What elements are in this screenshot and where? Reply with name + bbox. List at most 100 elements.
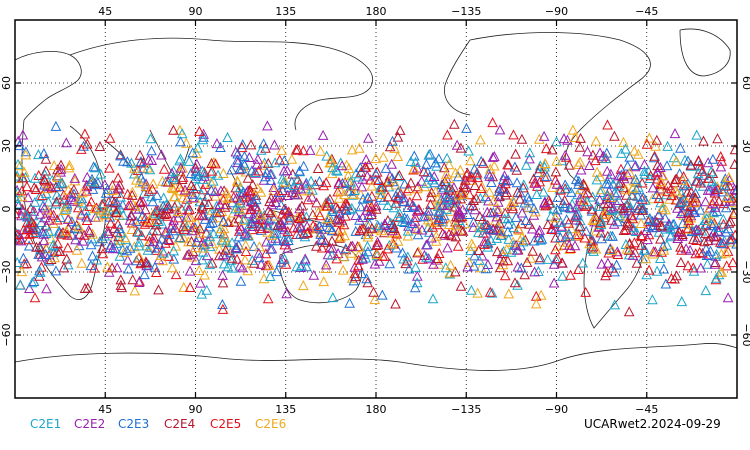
occultation-triangle [387, 135, 398, 146]
occultation-triangle [651, 265, 663, 276]
occultation-triangle [675, 256, 687, 267]
occultation-triangle [517, 236, 529, 247]
occultation-triangle [456, 186, 467, 197]
occultation-triangle [89, 203, 101, 214]
occultation-triangle [320, 262, 332, 273]
occultation-triangle [71, 244, 83, 255]
occultation-triangle [290, 144, 302, 155]
occultation-triangle [701, 213, 713, 224]
occultation-triangle [661, 160, 673, 171]
occultation-triangle [452, 189, 464, 200]
occultation-triangle [692, 168, 704, 179]
occultation-triangle [126, 189, 138, 200]
occultation-triangle [370, 200, 382, 211]
occultation-triangle [261, 166, 273, 177]
occultation-triangle [685, 159, 697, 170]
occultation-triangle [453, 211, 465, 222]
occultation-triangle [534, 163, 546, 174]
occultation-triangle [266, 229, 278, 240]
occultation-triangle [620, 143, 631, 154]
occultation-triangle [655, 176, 667, 187]
occultation-triangle [621, 243, 633, 254]
occultation-triangle [170, 269, 182, 280]
occultation-triangle [176, 173, 188, 184]
occultation-triangle [112, 182, 124, 193]
occultation-triangle [187, 147, 199, 158]
occultation-triangle [481, 206, 493, 217]
occultation-triangle [655, 161, 666, 172]
occultation-triangle [205, 184, 217, 195]
occultation-triangle [550, 244, 561, 255]
occultation-triangle [502, 226, 514, 237]
occultation-triangle [24, 282, 35, 293]
occultation-triangle [551, 178, 563, 189]
occultation-triangle [192, 170, 204, 181]
occultation-triangle [146, 145, 157, 156]
occultation-triangle [68, 188, 80, 199]
occultation-triangle [565, 223, 577, 234]
occultation-triangle [417, 253, 428, 264]
occultation-triangle [677, 174, 689, 185]
occultation-triangle [604, 243, 616, 254]
occultation-triangle [378, 227, 390, 238]
occultation-triangle [114, 223, 126, 234]
occultation-triangle [380, 162, 392, 173]
occultation-triangle [34, 208, 46, 219]
occultation-triangle [321, 150, 333, 161]
occultation-triangle [520, 159, 532, 170]
occultation-triangle [539, 196, 550, 207]
occultation-triangle [729, 229, 737, 240]
occultation-triangle [296, 200, 308, 211]
occultation-triangle [538, 186, 549, 197]
occultation-triangle [168, 214, 179, 225]
occultation-triangle [22, 192, 34, 203]
occultation-triangle [574, 141, 586, 152]
occultation-triangle [79, 128, 91, 139]
occultation-triangle [524, 147, 536, 158]
occultation-triangle [466, 238, 478, 249]
occultation-triangle [158, 163, 170, 174]
occultation-triangle [592, 200, 604, 211]
occultation-triangle [283, 214, 295, 225]
occultation-triangle [167, 225, 179, 236]
occultation-triangle [691, 129, 703, 140]
occultation-triangle [657, 202, 668, 213]
occultation-triangle [606, 262, 618, 273]
occultation-triangle [239, 150, 250, 161]
occultation-triangle [265, 207, 276, 218]
occultation-triangle [150, 219, 162, 230]
occultation-triangle [411, 190, 423, 201]
occultation-triangle [42, 180, 53, 191]
occultation-triangle [280, 204, 292, 215]
occultation-triangle [469, 163, 480, 174]
occultation-triangle [425, 191, 437, 202]
occultation-triangle [78, 229, 90, 240]
occultation-triangle [62, 213, 74, 224]
occultation-triangle [423, 226, 435, 237]
occultation-triangle [332, 165, 343, 176]
occultation-triangle [384, 258, 396, 269]
occultation-triangle [354, 225, 366, 236]
occultation-triangle [662, 140, 673, 151]
occultation-triangle [501, 186, 513, 197]
occultation-triangle [45, 233, 57, 244]
occultation-triangle [254, 214, 266, 225]
occultation-triangle [289, 188, 301, 199]
occultation-triangle [265, 174, 277, 185]
occultation-triangle [77, 235, 89, 246]
occultation-triangle [440, 262, 452, 273]
occultation-triangle [310, 179, 321, 190]
occultation-triangle [279, 176, 291, 187]
occultation-triangle [489, 151, 500, 162]
occultation-triangle [235, 275, 247, 286]
occultation-triangle [362, 246, 374, 257]
occultation-triangle [713, 221, 725, 232]
occultation-triangle [392, 171, 404, 182]
occultation-triangle [355, 201, 367, 212]
occultation-triangle [639, 158, 650, 169]
occultation-triangle [702, 258, 713, 269]
occultation-triangle [704, 184, 716, 195]
occultation-triangle [183, 155, 195, 166]
occultation-triangle [558, 200, 570, 211]
occultation-triangle [421, 177, 432, 188]
